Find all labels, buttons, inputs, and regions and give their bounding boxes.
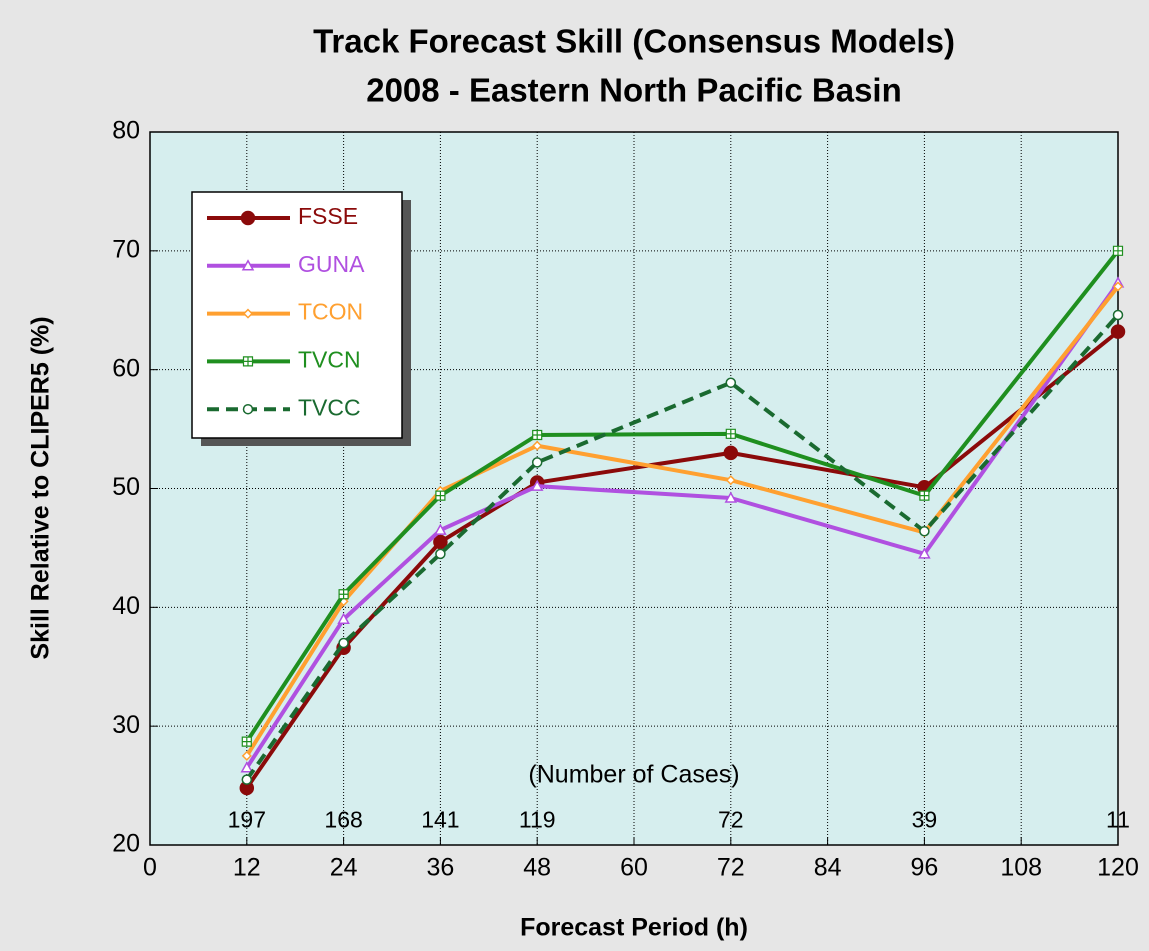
y-axis-label: Skill Relative to CLIPER5 (%) (27, 316, 55, 659)
x-tick-label: 108 (1000, 854, 1042, 882)
marker (725, 428, 736, 439)
marker (240, 210, 256, 226)
x-tick-label: 84 (814, 854, 842, 882)
marker (242, 308, 254, 319)
legend-label: TVCN (298, 346, 361, 372)
marker (241, 774, 253, 785)
marker (1110, 324, 1126, 339)
x-tick-label: 72 (717, 854, 745, 882)
marker (241, 750, 252, 761)
marker (241, 736, 252, 747)
marker (242, 356, 254, 367)
marker (435, 490, 446, 501)
y-tick-label: 50 (112, 473, 140, 501)
marker (723, 445, 739, 461)
x-tick-label: 36 (426, 854, 454, 882)
marker (1112, 281, 1124, 292)
y-tick-label: 60 (112, 354, 140, 382)
marker (530, 479, 544, 491)
legend-entries: FSSE GUNA TCON TVCN TVCC (207, 203, 365, 420)
case-count: 39 (912, 806, 938, 832)
chart-subtitle: 2008 - Eastern North Pacific Basin (366, 72, 902, 109)
marker (434, 523, 447, 535)
y-tick-label: 20 (112, 830, 140, 858)
marker (337, 612, 350, 624)
case-count: 197 (228, 806, 266, 832)
x-tick-label: 48 (523, 854, 551, 882)
case-count: 119 (519, 806, 556, 832)
y-tick-label: 30 (112, 711, 140, 739)
marker (338, 637, 349, 649)
marker (338, 589, 349, 600)
marker (919, 490, 930, 501)
legend-label: GUNA (298, 251, 365, 277)
y-tick-label: 70 (112, 235, 140, 263)
x-tick-label: 12 (233, 854, 261, 882)
legend-label: TCON (298, 299, 363, 325)
x-tick-label: 120 (1097, 854, 1139, 882)
case-count: 168 (324, 806, 362, 832)
marker (724, 491, 738, 503)
legend-label: FSSE (298, 203, 358, 229)
case-count: 72 (718, 806, 744, 832)
marker (725, 377, 737, 388)
x-tick-label: 0 (143, 854, 157, 882)
marker (240, 761, 254, 773)
marker (1112, 309, 1124, 321)
marker (725, 475, 736, 486)
marker (1112, 245, 1124, 256)
marker (532, 440, 543, 451)
x-tick-label: 60 (620, 854, 648, 882)
x-tick-label: 24 (330, 854, 358, 882)
marker (919, 526, 930, 537)
x-tick-label: 96 (910, 854, 938, 882)
marker (532, 429, 543, 441)
legend-label: TVCC (298, 394, 361, 420)
series-lines (239, 245, 1126, 796)
marker (433, 534, 448, 550)
y-tick-label: 80 (112, 117, 140, 145)
marker (531, 457, 543, 468)
marker (241, 259, 255, 271)
marker (242, 403, 254, 415)
chart-title: Track Forecast Skill (Consensus Models) (313, 23, 955, 60)
case-count: 141 (421, 806, 459, 832)
case-count: 11 (1106, 806, 1130, 832)
y-tick-label: 40 (112, 592, 140, 620)
marker (918, 547, 931, 559)
x-axis-label: Forecast Period (h) (520, 914, 748, 942)
grid (149, 131, 1119, 846)
marker (435, 548, 446, 560)
